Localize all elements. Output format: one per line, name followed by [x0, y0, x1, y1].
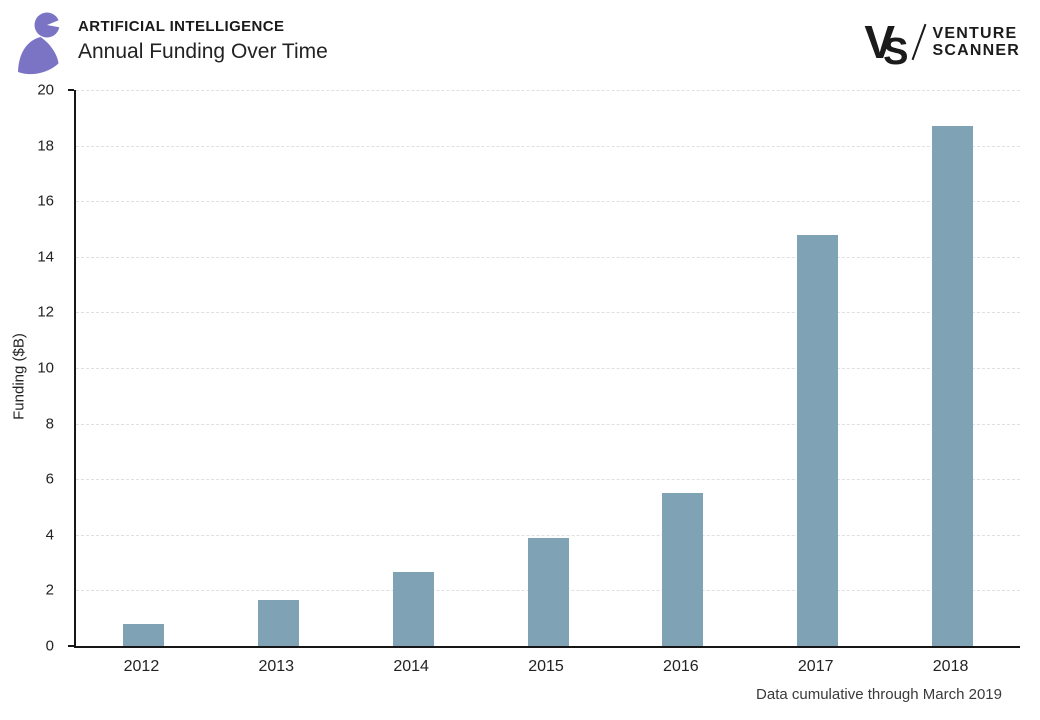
gridline-y-14: [76, 256, 1020, 258]
vs-monogram-icon: VS: [864, 16, 908, 71]
page-title: Annual Funding Over Time: [78, 40, 328, 63]
vs-wordmark: VENTURE SCANNER: [932, 25, 1020, 59]
venture-scanner-person-logo: [18, 12, 61, 75]
y-axis-tick-labels: 0 2 4 6 8 10 12 14 16 18 20: [0, 82, 64, 655]
gridline-y-12: [76, 312, 1020, 314]
x-tick-label-2017: 2017: [797, 658, 834, 675]
vs-monogram-s: S: [883, 31, 909, 73]
y-tick-label-6: 6: [45, 470, 54, 488]
y-tick-label-14: 14: [37, 248, 54, 266]
vs-word-venture: VENTURE: [932, 25, 1018, 42]
header-text: ARTIFICIAL INTELLIGENCE Annual Funding O…: [78, 18, 328, 65]
y-tick-label-12: 12: [37, 303, 54, 321]
y-tick-label-4: 4: [45, 526, 54, 544]
vs-word-scanner: SCANNER: [932, 42, 1020, 59]
gridline-y-20: [76, 90, 1020, 91]
bar-2016: [662, 493, 704, 646]
bar-2014: [392, 572, 434, 646]
plot-area: [68, 89, 1020, 648]
x-tick-label-2012: 2012: [123, 658, 160, 675]
y-tick-label-16: 16: [37, 192, 54, 210]
y-tick-label-8: 8: [45, 415, 54, 433]
y-tick-label-18: 18: [37, 137, 54, 155]
gridline-y-6: [76, 479, 1020, 481]
y-axis-tick-0: [68, 645, 74, 647]
y-tick-label-0: 0: [45, 637, 54, 655]
x-tick-label-2018: 2018: [932, 658, 969, 675]
gridline-y-10: [76, 368, 1020, 369]
x-tick-label-2016: 2016: [663, 658, 699, 675]
header: ARTIFICIAL INTELLIGENCE Annual Funding O…: [0, 0, 1040, 86]
y-tick-label-10: 10: [37, 359, 54, 377]
y-tick-label-20: 20: [37, 81, 54, 99]
y-axis-tick-20: [68, 89, 74, 91]
bar-2015: [527, 537, 569, 646]
gridline-y-18: [76, 145, 1020, 147]
bar-2018: [932, 126, 974, 646]
bar-2017: [797, 234, 839, 646]
data-cumulative-note: Data cumulative through March 2019: [756, 686, 1002, 703]
x-tick-label-2015: 2015: [528, 658, 564, 675]
x-axis-tick-labels: 2012 2013 2014 2015 2016 2017 2018: [74, 658, 1018, 684]
category-label: ARTIFICIAL INTELLIGENCE: [78, 18, 285, 35]
bar-2013: [257, 600, 299, 646]
bar-2012: [122, 623, 164, 646]
venture-scanner-logotype: VS VENTURE SCANNER: [864, 16, 1020, 71]
gridline-y-8: [76, 423, 1020, 425]
gridline-y-4: [76, 534, 1020, 536]
gridline-y-16: [76, 201, 1020, 203]
vs-monogram-v: V: [864, 16, 895, 68]
slash-divider-icon: [912, 23, 927, 61]
y-tick-label-2: 2: [45, 581, 54, 599]
x-tick-label-2014: 2014: [393, 658, 429, 675]
x-tick-label-2013: 2013: [258, 658, 295, 675]
